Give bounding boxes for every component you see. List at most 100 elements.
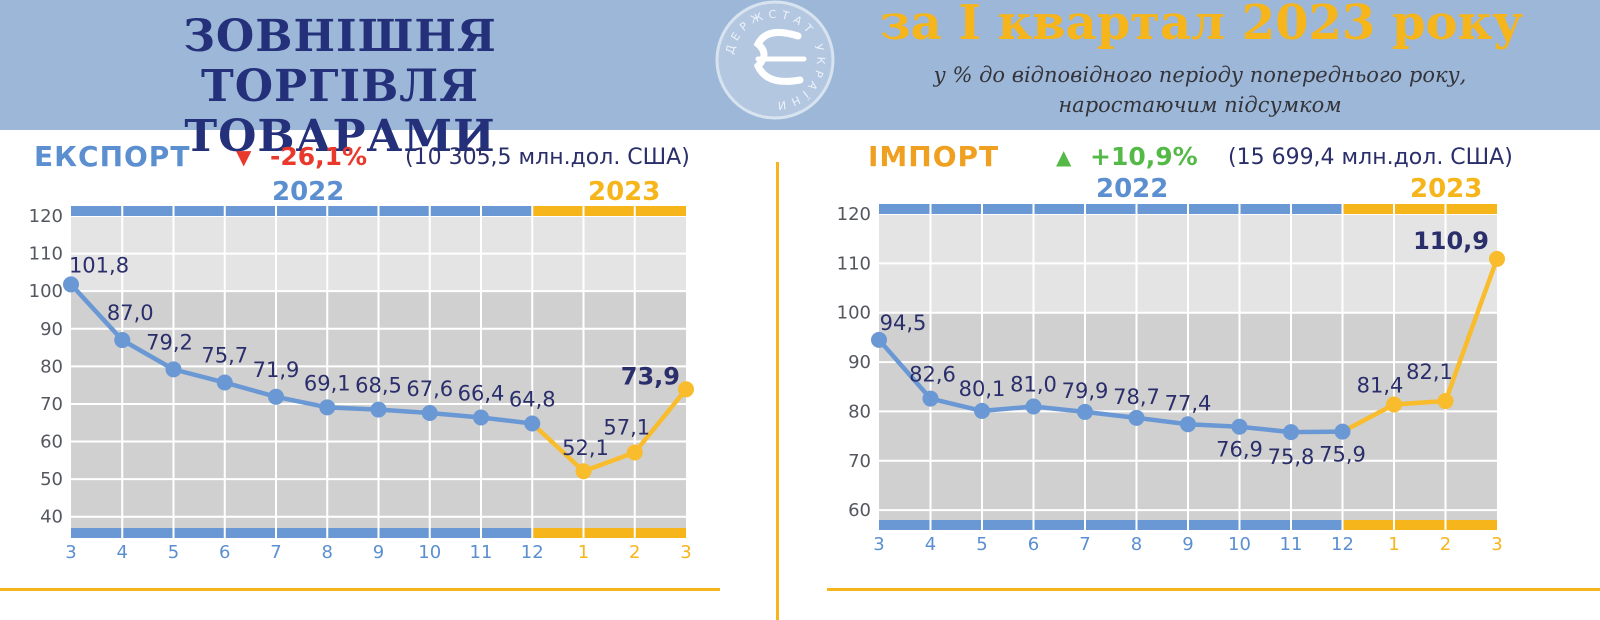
export-data-label: 52,1	[562, 436, 609, 460]
export-year-2023: 2023	[588, 177, 661, 207]
export-point	[114, 332, 131, 349]
import-change: +10,9%	[1090, 142, 1198, 171]
import-point	[1386, 396, 1402, 413]
period-subtitle: у % до відповідного періоду попереднього…	[880, 60, 1520, 120]
export-y-tick: 120	[29, 206, 63, 227]
export-label: ЕКСПОРТ	[34, 140, 191, 173]
export-top-band-2023	[532, 206, 686, 216]
bottom-rule-right	[827, 588, 1600, 591]
up-triangle-icon: ▲	[1056, 145, 1072, 169]
import-y-tick: 60	[848, 500, 871, 521]
export-x-tick: 11	[470, 542, 493, 563]
import-x-tick: 5	[976, 534, 987, 555]
bottom-rule-left	[0, 588, 720, 591]
export-data-label: 73,9	[621, 362, 680, 390]
import-x-tick: 2	[1440, 534, 1451, 555]
import-point	[1231, 418, 1248, 435]
export-data-label: 69,1	[304, 371, 351, 395]
import-data-label: 80,1	[959, 377, 1006, 401]
import-data-label: 79,9	[1062, 379, 1109, 403]
import-bottom-band-2022	[879, 520, 1343, 530]
period-title: за І квартал 2023 року	[880, 0, 1523, 51]
derzhstat-logo: ДЕРЖСТАТ УКРАЇНИ	[715, 0, 835, 120]
import-x-tick: 9	[1182, 534, 1193, 555]
export-line-2023	[530, 387, 688, 474]
export-data-label: 66,4	[458, 381, 505, 405]
export-data-label: 71,9	[253, 358, 300, 382]
export-y-tick: 40	[40, 507, 63, 528]
export-x-tick: 3	[680, 542, 691, 563]
export-point	[370, 401, 387, 418]
export-point	[165, 361, 182, 378]
export-data-label: 79,2	[146, 330, 193, 354]
export-x-tick: 2	[629, 542, 640, 563]
export-point	[575, 463, 592, 480]
import-point	[1489, 250, 1505, 267]
export-y-tick: 90	[40, 319, 63, 340]
export-point	[473, 409, 489, 426]
import-y-tick: 100	[837, 303, 871, 324]
import-data-label: 75,8	[1268, 445, 1315, 469]
import-point	[1437, 393, 1454, 410]
export-total: (10 305,5 млн.дол. США)	[405, 145, 690, 170]
down-triangle-icon: ▼	[236, 145, 252, 169]
export-point	[319, 399, 336, 416]
import-y-tick: 120	[837, 204, 871, 225]
import-data-label: 77,4	[1165, 391, 1212, 415]
import-x-tick: 3	[1491, 534, 1502, 555]
import-y-tick: 90	[848, 352, 871, 373]
export-x-tick: 12	[521, 542, 544, 563]
export-data-label: 68,5	[355, 374, 402, 398]
export-point	[421, 404, 438, 421]
export-x-tick: 1	[578, 542, 589, 563]
import-data-label: 82,6	[909, 363, 956, 387]
export-point	[268, 388, 284, 405]
import-y-tick: 110	[837, 253, 871, 274]
import-x-tick: 10	[1228, 534, 1251, 555]
import-y-tick: 70	[848, 451, 871, 472]
import-x-tick: 3	[873, 534, 884, 555]
export-point	[216, 374, 233, 391]
export-top-band-2022	[71, 206, 533, 216]
import-bottom-band-2023	[1342, 520, 1497, 530]
export-y-tick: 50	[40, 469, 63, 490]
export-x-tick: 9	[373, 542, 384, 563]
import-x-tick: 11	[1280, 534, 1303, 555]
import-point	[1283, 424, 1299, 441]
import-point	[1077, 403, 1093, 420]
import-x-tick: 8	[1131, 534, 1142, 555]
import-x-tick: 1	[1388, 534, 1399, 555]
panel-divider	[776, 162, 779, 620]
import-top-band-2023	[1342, 204, 1497, 214]
import-year-2023: 2023	[1410, 174, 1483, 204]
subtitle-line-2: наростаючим підсумком	[1058, 93, 1342, 117]
export-x-tick: 5	[168, 542, 179, 563]
import-data-label: 76,9	[1216, 438, 1263, 462]
import-point	[1025, 398, 1042, 415]
import-total: (15 699,4 млн.дол. США)	[1228, 145, 1513, 170]
export-y-tick: 110	[29, 244, 63, 265]
import-x-tick: 12	[1331, 534, 1354, 555]
export-x-tick: 8	[322, 542, 333, 563]
export-point	[626, 444, 643, 461]
export-x-tick: 4	[117, 542, 128, 563]
import-y-tick: 80	[848, 401, 871, 422]
import-data-label: 78,7	[1113, 385, 1160, 409]
import-point	[871, 331, 887, 348]
import-data-label: 94,5	[880, 311, 927, 335]
export-change: -26,1%	[270, 142, 368, 171]
export-data-label: 101,8	[69, 253, 129, 277]
import-data-label: 82,1	[1406, 360, 1453, 384]
export-data-label: 87,0	[107, 301, 154, 325]
export-line-2022	[69, 282, 533, 426]
export-data-label: 75,7	[201, 344, 248, 368]
import-x-tick: 7	[1079, 534, 1090, 555]
import-line-2023	[1341, 258, 1500, 434]
export-data-label: 67,6	[406, 377, 453, 401]
export-y-tick: 100	[29, 281, 63, 302]
export-point	[678, 381, 694, 398]
import-data-label: 81,4	[1357, 374, 1404, 398]
export-data-label: 64,8	[509, 387, 556, 411]
import-top-band-2022	[879, 204, 1343, 214]
